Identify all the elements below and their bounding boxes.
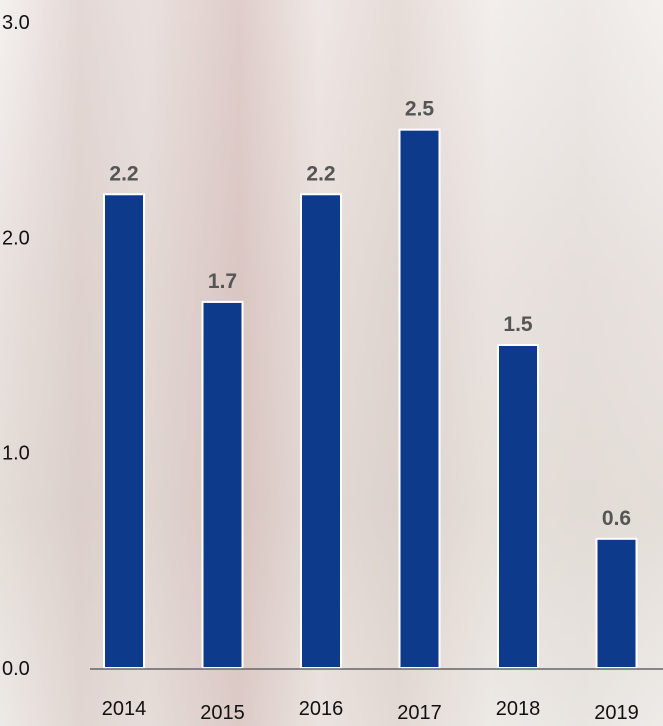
y-tick-label: 3.0 <box>2 12 30 34</box>
bar-2018 <box>497 344 539 669</box>
y-tick-label: 2.0 <box>2 227 30 249</box>
bar-2017 <box>398 128 441 669</box>
x-tick-label: 2019 <box>594 702 639 724</box>
bar-2015 <box>201 300 244 669</box>
data-label: 2.2 <box>109 162 138 185</box>
data-label: 2.5 <box>405 98 435 121</box>
x-tick-label: 2014 <box>102 698 147 720</box>
data-label: 1.7 <box>208 270 237 293</box>
x-tick-label: 2015 <box>200 702 245 724</box>
data-label: 2.2 <box>306 162 335 185</box>
x-tick-label: 2018 <box>496 698 541 720</box>
bar-2019 <box>595 537 638 669</box>
bars <box>103 128 638 669</box>
bar-2014 <box>103 193 145 669</box>
x-axis-ticks: 2014 2015 2016 2017 2018 2019 <box>102 698 639 724</box>
data-label: 0.6 <box>602 507 631 530</box>
y-tick-label: 0.0 <box>2 658 30 680</box>
x-tick-label: 2016 <box>299 698 344 720</box>
bar-2016 <box>300 193 342 669</box>
y-tick-label: 1.0 <box>2 443 30 465</box>
data-labels: 2.2 1.7 2.2 2.5 1.5 0.6 <box>109 98 631 530</box>
x-tick-label: 2017 <box>397 702 442 724</box>
data-label: 1.5 <box>503 313 533 336</box>
y-axis-ticks: 0.0 1.0 2.0 3.0 <box>2 12 30 680</box>
